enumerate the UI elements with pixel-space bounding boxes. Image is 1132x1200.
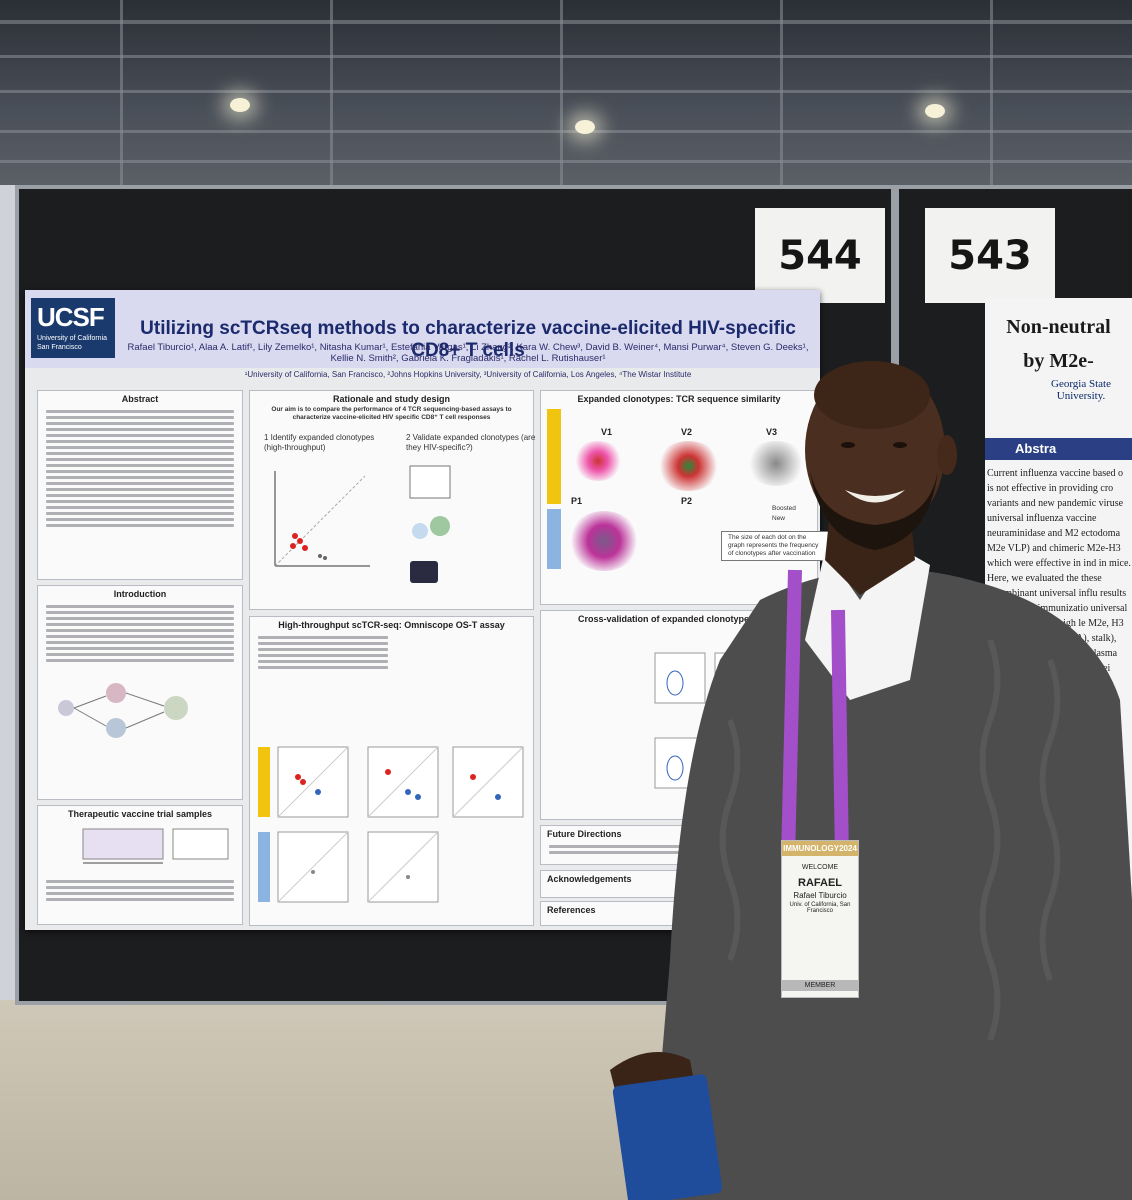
poster-title: Utilizing scTCRseq methods to characteri…	[140, 318, 796, 361]
badge-member: MEMBER	[782, 980, 858, 991]
expanded-clonotypes-panel: Expanded clonotypes: TCR sequence simila…	[540, 390, 830, 605]
board-number-544: 544	[755, 208, 885, 303]
section-title-highthroughput: High-throughput scTCR-seq: Omniscope OS-…	[278, 620, 505, 630]
badge-name: RAFAEL	[798, 877, 842, 889]
ceiling-light	[925, 104, 945, 118]
section-title-ack: Acknowledgements	[547, 874, 632, 884]
section-title-rationale: Rationale and study design	[332, 394, 451, 404]
therapeutic-panel: Therapeutic vaccine trial samples	[37, 805, 243, 925]
validate-step: 2 Validate expanded clonotypes (are they…	[406, 433, 536, 452]
section-title-future: Future Directions	[547, 829, 622, 839]
section-title-refs: References	[547, 905, 596, 915]
identify-step: 1 Identify expanded clonotypes (high-thr…	[264, 433, 375, 452]
ucsf-logo: UCSF University of California San Franci…	[31, 298, 115, 358]
board-number-543: 543	[925, 208, 1055, 303]
logo-text: UCSF	[37, 302, 105, 332]
neighbor-poster-title: Non-neutral by M2e-	[985, 310, 1132, 378]
introduction-panel: Introduction	[37, 585, 243, 800]
gsu-logo: Georgia State University.	[1051, 378, 1111, 402]
legend-boosted: Boosted	[772, 505, 796, 512]
poster-header: UCSF University of California San Franci…	[25, 290, 820, 368]
logo-subtext: University of California San Francisco	[37, 335, 108, 351]
volcano-schematic	[274, 471, 370, 567]
badge-welcome: WELCOME	[801, 864, 839, 871]
convention-ceiling	[0, 0, 1132, 185]
network-cluster	[746, 441, 806, 486]
network-cluster	[656, 441, 721, 491]
dot-size-note: The size of each dot on the graph repres…	[721, 531, 830, 561]
ceiling-light	[230, 98, 250, 112]
trial-timeline	[82, 828, 229, 864]
ceiling-light	[575, 120, 595, 134]
badge-full-name: Rafael Tiburcio	[793, 891, 847, 900]
label-v1: V1	[601, 427, 613, 437]
abstract-panel: Abstract	[37, 390, 243, 580]
poster-authors: Rafael Tiburcio¹, Alaa A. Latif¹, Lily Z…	[127, 342, 809, 364]
section-title-introduction: Introduction	[113, 589, 167, 599]
introduction-figure	[58, 683, 188, 738]
network-cluster	[573, 441, 623, 481]
neighbor-abstract-header: Abstra	[985, 438, 1132, 460]
badge-affiliation: Univ. of California, San Francisco	[789, 902, 851, 914]
section-title-crossval: Cross-validation of expanded clonotypes:…	[577, 614, 781, 624]
label-p2: P2	[681, 496, 693, 506]
presenter-person	[610, 361, 1132, 1200]
section-title-therapeutic: Therapeutic vaccine trial samples	[67, 809, 213, 819]
label-v3: V3	[766, 427, 778, 437]
label-v2: V2	[681, 427, 693, 437]
aim-statement: Our aim is to compare the performance of…	[271, 406, 512, 421]
section-title-expanded: Expanded clonotypes: TCR sequence simila…	[577, 394, 781, 404]
network-cluster	[569, 511, 639, 571]
label-p1: P1	[571, 496, 583, 506]
highthroughput-panel: High-throughput scTCR-seq: Omniscope OS-…	[249, 616, 534, 926]
name-badge: IMMUNOLOGY2024 WELCOME RAFAEL Rafael Tib…	[781, 840, 859, 998]
section-title-abstract: Abstract	[121, 394, 159, 404]
rationale-panel: Rationale and study design Our aim is to…	[249, 390, 535, 610]
poster-affiliations: ¹University of California, San Francisco…	[244, 370, 692, 379]
wall	[0, 185, 18, 1015]
legend-new: New	[772, 515, 786, 522]
scatter-grid	[258, 746, 524, 903]
validation-icons	[409, 465, 451, 583]
neighbor-title-line2: by M2e-	[1023, 350, 1094, 372]
neighbor-title-line1: Non-neutral	[1006, 316, 1111, 338]
badge-conference: IMMUNOLOGY2024	[782, 841, 858, 856]
